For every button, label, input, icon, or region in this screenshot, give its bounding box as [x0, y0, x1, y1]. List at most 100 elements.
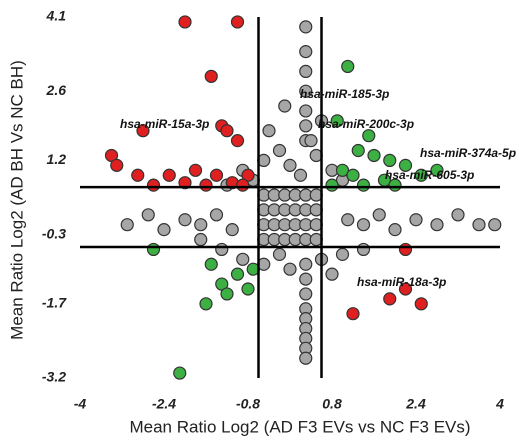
point: [299, 104, 313, 118]
point: [351, 143, 365, 158]
point: [414, 297, 428, 311]
point: [209, 208, 224, 222]
point: [157, 223, 171, 237]
x-tick-label: 2.4: [405, 396, 426, 412]
point: [178, 213, 192, 227]
point: [215, 242, 229, 257]
point: [367, 148, 381, 163]
point: [299, 272, 313, 286]
y-tick-label: -3.2: [42, 369, 66, 385]
point: [398, 158, 413, 172]
point: [220, 287, 234, 301]
point: [398, 282, 413, 296]
annotation: hsa-miR-185-3p: [300, 87, 389, 101]
point: [409, 213, 423, 227]
point: [388, 223, 402, 237]
x-tick-label: -2.4: [152, 396, 176, 412]
point: [299, 287, 313, 301]
point: [346, 307, 360, 321]
annotation: hsa-miR-200c-3p: [318, 117, 414, 131]
point: [283, 158, 297, 172]
point: [178, 176, 192, 190]
point: [335, 247, 350, 261]
point: [299, 351, 313, 365]
point: [173, 366, 187, 380]
annotation: hsa-miR-18a-3p: [357, 275, 446, 289]
point: [110, 158, 124, 172]
y-axis-title: Mean Ratio Log2 (AD BH Vs NC BH): [7, 60, 26, 340]
point: [299, 45, 313, 59]
point: [272, 247, 287, 261]
x-tick-label: -0.8: [236, 396, 260, 412]
point: [194, 218, 208, 232]
point: [299, 84, 313, 98]
point: [194, 232, 208, 247]
point: [278, 99, 292, 113]
point: [325, 267, 339, 281]
point: [230, 15, 245, 29]
point: [430, 218, 444, 232]
point: [236, 178, 250, 192]
point: [304, 134, 318, 148]
point: [299, 257, 313, 271]
point: [225, 223, 239, 237]
point: [341, 213, 355, 227]
point: [372, 208, 386, 222]
point: [299, 20, 313, 34]
point: [262, 124, 276, 138]
x-tick-label: 0.8: [322, 396, 342, 412]
point: [299, 119, 313, 133]
x-tick-label: -4: [74, 396, 87, 412]
y-tick-label: 2.6: [46, 82, 67, 98]
point: [330, 114, 344, 128]
point: [146, 178, 161, 192]
point: [414, 168, 428, 182]
point: [120, 218, 134, 232]
point: [204, 69, 218, 83]
point: [346, 168, 360, 182]
y-tick-label: -0.3: [42, 225, 66, 241]
point: [272, 143, 287, 158]
point: [383, 153, 397, 168]
point: [188, 163, 203, 177]
point: [335, 163, 350, 177]
point: [398, 242, 413, 257]
point: [162, 168, 176, 182]
y-tick-label: -1.7: [42, 295, 67, 311]
y-tick-label: 4.1: [46, 8, 67, 24]
point: [430, 163, 444, 177]
point: [325, 178, 339, 192]
point: [451, 208, 465, 222]
point: [362, 129, 376, 143]
point: [141, 208, 155, 222]
point: [356, 218, 371, 232]
point: [356, 242, 371, 257]
point: [472, 218, 486, 232]
y-tick-label: 1.2: [47, 151, 67, 167]
point: [220, 124, 234, 138]
point: [283, 262, 297, 276]
point: [383, 292, 397, 306]
point: [199, 178, 213, 192]
point: [178, 15, 192, 29]
point: [146, 242, 161, 257]
annotation: hsa-miR-605-3p: [385, 168, 474, 182]
point: [236, 252, 250, 266]
point: [488, 218, 502, 232]
point: [241, 282, 255, 296]
x-tick-label: 4: [495, 396, 504, 412]
point: [136, 124, 150, 138]
point: [230, 134, 245, 148]
point: [341, 59, 355, 74]
x-axis-title: Mean Ratio Log2 (AD F3 EVs vs NC F3 EVs): [129, 417, 470, 436]
annotation: hsa-miR-15a-3p: [120, 117, 209, 131]
point: [299, 64, 313, 78]
point: [204, 257, 218, 271]
annotation: hsa-miR-374a-5p: [420, 146, 516, 160]
point: [199, 297, 213, 311]
point: [356, 178, 371, 192]
point: [230, 267, 245, 281]
point: [209, 168, 224, 182]
point: [293, 168, 308, 182]
